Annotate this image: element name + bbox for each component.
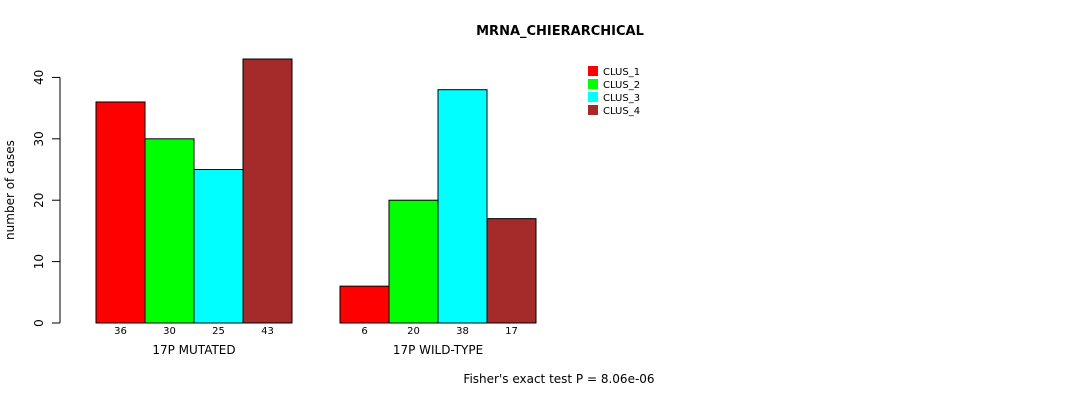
group-label: 17P WILD-TYPE bbox=[393, 343, 483, 357]
bar bbox=[144, 138, 195, 324]
y-tick-label: 10 bbox=[32, 254, 46, 269]
bar-value-label: 25 bbox=[212, 326, 225, 337]
bar bbox=[486, 218, 537, 324]
legend-swatch bbox=[588, 79, 598, 89]
y-axis-label: number of cases bbox=[3, 140, 17, 240]
bar bbox=[95, 101, 146, 324]
bar-value-label: 17 bbox=[505, 326, 518, 337]
legend-label: CLUS_3 bbox=[603, 93, 640, 104]
value-labels: 36 30 25 43 6 20 38 17 bbox=[114, 326, 518, 337]
bar bbox=[242, 58, 293, 324]
legend-label: CLUS_1 bbox=[603, 67, 640, 78]
bar-value-label: 6 bbox=[361, 326, 367, 337]
bar bbox=[437, 89, 488, 324]
legend-swatch bbox=[588, 66, 598, 76]
y-tick-label: 0 bbox=[32, 319, 46, 327]
bar-value-label: 36 bbox=[114, 326, 127, 337]
legend-label: CLUS_2 bbox=[603, 80, 640, 91]
y-tick-label: 40 bbox=[32, 70, 46, 85]
bar-value-label: 20 bbox=[407, 326, 420, 337]
bar-value-label: 30 bbox=[163, 326, 176, 337]
y-tick-label: 20 bbox=[32, 193, 46, 208]
y-tick-label: 30 bbox=[32, 131, 46, 146]
bars bbox=[95, 58, 537, 324]
y-axis: 0 10 20 30 40 bbox=[32, 70, 61, 327]
legend: CLUS_1 CLUS_2 CLUS_3 CLUS_4 bbox=[588, 66, 640, 117]
legend-swatch bbox=[588, 92, 598, 102]
bar-value-label: 43 bbox=[261, 326, 274, 337]
group-label: 17P MUTATED bbox=[152, 343, 235, 357]
group-labels: 17P MUTATED 17P WILD-TYPE bbox=[152, 343, 483, 357]
bar bbox=[193, 169, 244, 324]
chart-title: MRNA_CHIERARCHICAL bbox=[476, 24, 644, 39]
bar bbox=[339, 285, 390, 324]
bar-value-label: 38 bbox=[456, 326, 469, 337]
fisher-test-note: Fisher's exact test P = 8.06e-06 bbox=[463, 372, 654, 386]
legend-swatch bbox=[588, 105, 598, 115]
bar bbox=[388, 199, 439, 324]
legend-label: CLUS_4 bbox=[603, 106, 640, 117]
